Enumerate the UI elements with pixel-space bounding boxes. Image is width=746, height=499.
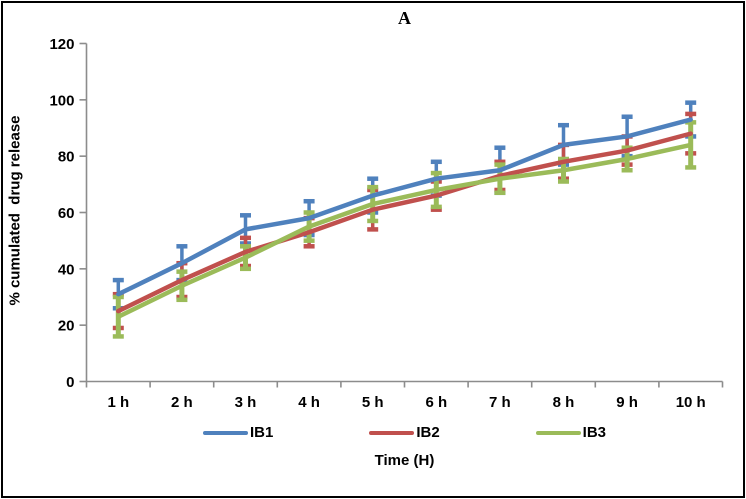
panel-title: A	[398, 8, 411, 28]
svg-text:2 h: 2 h	[171, 394, 193, 411]
legend-item-ib2: IB2	[369, 424, 440, 441]
y-axis-ticks: 0 20 40 60 80 100 120	[49, 36, 87, 391]
legend-swatch-ib3	[535, 430, 581, 435]
svg-text:4 h: 4 h	[298, 394, 320, 411]
legend-label-ib2: IB2	[416, 424, 440, 441]
svg-text:100: 100	[49, 92, 74, 109]
svg-text:8 h: 8 h	[553, 394, 575, 411]
svg-text:40: 40	[58, 261, 75, 278]
y-axis-title: % cumulated drug release	[6, 115, 24, 306]
svg-text:120: 120	[49, 36, 74, 53]
svg-text:0: 0	[66, 374, 74, 391]
legend-label-ib1: IB1	[249, 424, 274, 441]
svg-text:80: 80	[58, 149, 75, 166]
legend-label-ib3: IB3	[582, 424, 607, 441]
svg-text:10 h: 10 h	[676, 394, 706, 411]
legend-swatch-ib2	[369, 430, 415, 435]
svg-text:20: 20	[58, 318, 75, 335]
svg-text:60: 60	[58, 205, 75, 222]
series-ib1	[116, 117, 693, 297]
series-ib2	[116, 131, 693, 314]
svg-text:5 h: 5 h	[362, 394, 384, 411]
x-axis-ticks: 1 h 2 h 3 h 4 h 5 h 6 h 7 h 8 h 9 h 10 h	[85, 381, 724, 411]
svg-text:9 h: 9 h	[616, 394, 638, 411]
svg-text:7 h: 7 h	[489, 394, 511, 411]
x-axis-title: Time (H)	[374, 452, 435, 469]
series-ib3	[116, 142, 693, 319]
axes	[85, 43, 723, 383]
error-bars-ib2	[112, 111, 697, 331]
svg-text:1 h: 1 h	[107, 394, 129, 411]
chart-svg: 0 20 40 60 80 100 120 1 h 2 h 3 h 4 h 5 h 6 h 7 h 8 h 9…	[49, 36, 724, 411]
legend: IB1 IB2 IB3	[86, 424, 723, 441]
legend-item-ib3: IB3	[535, 424, 607, 441]
legend-item-ib1: IB1	[202, 424, 274, 441]
svg-text:6 h: 6 h	[425, 394, 447, 411]
legend-swatch-ib1	[202, 430, 248, 435]
svg-text:3 h: 3 h	[235, 394, 257, 411]
